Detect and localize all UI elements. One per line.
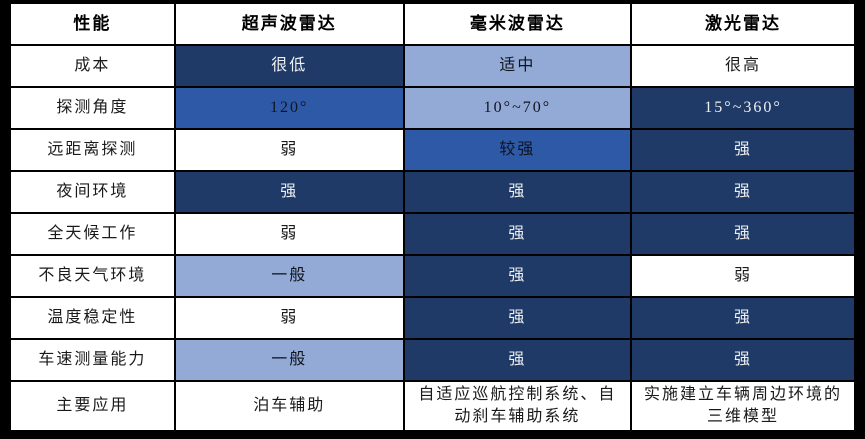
row-label: 成本 [9, 44, 176, 88]
table-row-bad-weather-environment: 不良天气环境 一般 强 弱 [9, 254, 856, 298]
row-label: 探测角度 [9, 86, 176, 130]
table-cell: 强 [402, 254, 633, 298]
table-row-speed-measurement: 车速测量能力 一般 强 强 [9, 338, 856, 382]
row-label: 夜间环境 [9, 170, 176, 214]
table-row-main-applications: 主要应用 泊车辅助 自适应巡航控制系统、自动刹车辅助系统 实施建立车辆周边环境的… [9, 380, 856, 432]
table-row-long-range-detection: 远距离探测 弱 较强 强 [9, 128, 856, 172]
table-cell: 强 [630, 212, 856, 256]
table-cell: 很高 [630, 44, 856, 88]
column-header-ultrasonic-radar: 超声波雷达 [173, 2, 405, 46]
column-header-attribute: 性能 [9, 2, 176, 46]
row-label: 温度稳定性 [9, 296, 176, 340]
row-label: 车速测量能力 [9, 338, 176, 382]
row-label: 主要应用 [9, 380, 176, 432]
table-cell: 一般 [173, 338, 405, 382]
table-row-all-weather-operation: 全天候工作 弱 强 强 [9, 212, 856, 256]
table-cell: 很低 [173, 44, 405, 88]
row-label: 全天候工作 [9, 212, 176, 256]
table-cell: 实施建立车辆周边环境的三维模型 [630, 380, 856, 432]
column-header-lidar: 激光雷达 [630, 2, 856, 46]
table-row-detection-angle: 探测角度 120° 10°~70° 15°~360° [9, 86, 856, 130]
table-cell: 强 [402, 338, 633, 382]
table-cell: 泊车辅助 [173, 380, 405, 432]
column-header-millimeter-wave-radar: 毫米波雷达 [402, 2, 633, 46]
table-cell: 一般 [173, 254, 405, 298]
table-row-night-environment: 夜间环境 强 强 强 [9, 170, 856, 214]
row-label: 远距离探测 [9, 128, 176, 172]
table-cell: 10°~70° [402, 86, 633, 130]
table-row-cost: 成本 很低 适中 很高 [9, 44, 856, 88]
header-row: 性能 超声波雷达 毫米波雷达 激光雷达 [9, 2, 856, 46]
table-cell: 自适应巡航控制系统、自动刹车辅助系统 [402, 380, 633, 432]
table-cell: 强 [630, 296, 856, 340]
sensor-comparison-table-frame: 性能 超声波雷达 毫米波雷达 激光雷达 成本 很低 适中 很高 探测角度 120… [9, 2, 856, 432]
table-cell: 较强 [402, 128, 633, 172]
table-cell: 弱 [173, 212, 405, 256]
table-cell: 强 [630, 170, 856, 214]
table-cell: 适中 [402, 44, 633, 88]
table-row-temperature-stability: 温度稳定性 弱 强 强 [9, 296, 856, 340]
table-cell: 15°~360° [630, 86, 856, 130]
table-cell: 弱 [173, 128, 405, 172]
table-cell: 强 [402, 170, 633, 214]
sensor-comparison-table: 性能 超声波雷达 毫米波雷达 激光雷达 成本 很低 适中 很高 探测角度 120… [9, 2, 856, 432]
row-label: 不良天气环境 [9, 254, 176, 298]
table-cell: 强 [630, 128, 856, 172]
table-cell: 弱 [173, 296, 405, 340]
table-cell: 强 [402, 296, 633, 340]
table-cell: 弱 [630, 254, 856, 298]
table-cell: 强 [173, 170, 405, 214]
table-cell: 强 [402, 212, 633, 256]
table-cell: 强 [630, 338, 856, 382]
table-cell: 120° [173, 86, 405, 130]
